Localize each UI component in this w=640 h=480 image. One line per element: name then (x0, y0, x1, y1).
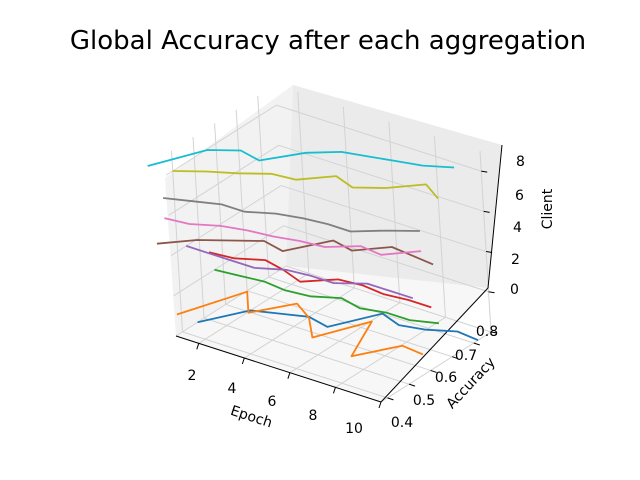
grid-line (225, 303, 431, 371)
x-tick-label: 2 (188, 368, 197, 384)
series-line-client-7 (163, 197, 420, 233)
series-line-client-1 (176, 290, 424, 358)
series-line-client-5 (156, 239, 434, 266)
grid-line (214, 123, 227, 305)
x-tick-mark (287, 372, 291, 379)
grid-line (276, 104, 482, 172)
z-axis-label: Client (540, 188, 556, 229)
series-line-client-9 (147, 149, 455, 169)
grid-line (235, 109, 248, 291)
chart-title: Global Accuracy after each aggregation (70, 26, 586, 56)
z-tick-mark (486, 251, 493, 254)
x-tick-mark (241, 357, 245, 365)
y-tick-mark (452, 356, 459, 360)
axis-lines (175, 144, 503, 403)
x-tick-mark (196, 343, 200, 350)
y-tick-label: 0.6 (435, 370, 457, 386)
grid-line (173, 225, 284, 297)
z-tick-label: 0 (510, 282, 519, 298)
grid-line (165, 104, 277, 176)
x-tick-label: 6 (268, 394, 277, 410)
y-tick-label: 0.7 (455, 348, 477, 364)
tick-marks (196, 170, 498, 409)
x-tick-label: 4 (228, 381, 237, 397)
grid-line (168, 144, 279, 216)
x-tick-mark (378, 401, 382, 409)
grid-line (247, 290, 453, 358)
z-tick-label: 4 (513, 220, 522, 236)
grid-line (342, 106, 355, 289)
grid-line (388, 121, 401, 303)
grid-line (182, 331, 388, 399)
grid-line (170, 185, 282, 256)
y-tick-mark (473, 342, 480, 346)
x-tick-label: 10 (345, 421, 363, 437)
grid-line (380, 331, 492, 403)
series-line-client-0 (197, 309, 479, 342)
y-tick-label: 0.5 (413, 393, 435, 409)
grid-line (198, 272, 310, 344)
y-tick-label: 0.8 (476, 324, 498, 340)
series-line-client-4 (185, 245, 414, 300)
z-tick-label: 8 (516, 154, 525, 170)
series-line-client-3 (208, 251, 432, 309)
grid-line (257, 95, 270, 278)
grid-line (203, 317, 410, 385)
grid-line (244, 287, 355, 359)
x-tick-label: 8 (309, 408, 318, 424)
grid-line (278, 144, 484, 212)
z-tick-mark (490, 331, 498, 334)
y-tick-label: 0.4 (391, 415, 413, 431)
y-tick-mark (408, 383, 416, 387)
y-tick-mark (387, 397, 394, 401)
series-line-client-2 (214, 268, 439, 325)
z-tick-mark (481, 170, 488, 173)
series-line-client-8 (172, 170, 439, 200)
grid-line (192, 137, 205, 319)
tick-labels: 2 4 6 8 10 0.4 0.5 0.6 0.7 0.8 0 2 4 6 8 (188, 154, 525, 437)
z-tick-mark (483, 210, 490, 213)
y-tick-mark (430, 369, 437, 373)
z-axis-line (487, 144, 503, 289)
y-axis-line (380, 287, 489, 403)
grid-line (280, 185, 487, 253)
z-tick-label: 6 (515, 188, 524, 204)
series-lines (147, 149, 479, 358)
x-axis-line (175, 335, 382, 403)
series-line-client-6 (164, 217, 422, 256)
z-tick-label: 2 (511, 252, 520, 268)
grid-line (283, 225, 489, 293)
x-tick-mark (332, 387, 336, 394)
grid-line (175, 265, 287, 337)
grid-line (479, 150, 492, 333)
z-tick-mark (488, 291, 495, 294)
